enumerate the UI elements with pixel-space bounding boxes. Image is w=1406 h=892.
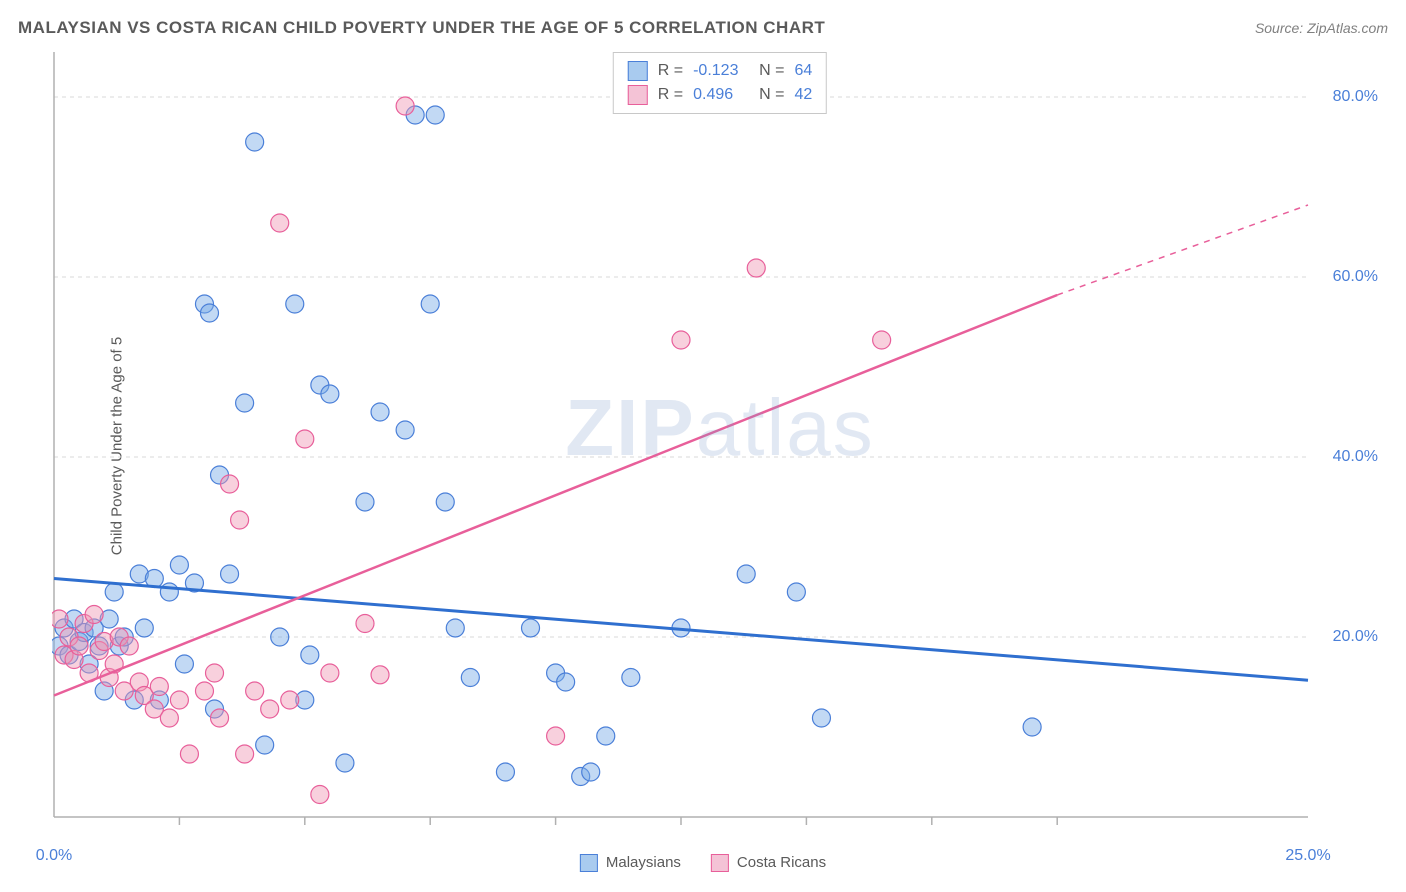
n-value-costa-ricans: 42 xyxy=(794,83,812,107)
series-legend: Malaysians Costa Ricans xyxy=(580,854,826,872)
y-tick-label: 20.0% xyxy=(1333,628,1378,646)
n-value-malaysians: 64 xyxy=(794,59,812,83)
chart-title: MALAYSIAN VS COSTA RICAN CHILD POVERTY U… xyxy=(18,18,825,38)
x-tick-label: 0.0% xyxy=(36,847,72,865)
n-label: N = xyxy=(759,59,784,83)
y-tick-label: 60.0% xyxy=(1333,268,1378,286)
r-label: R = xyxy=(658,83,683,107)
legend-item-costa-ricans: Costa Ricans xyxy=(711,854,826,872)
n-label: N = xyxy=(759,83,784,107)
stat-swatch-costa-ricans xyxy=(628,85,648,105)
legend-label-malaysians: Malaysians xyxy=(606,854,681,871)
header: MALAYSIAN VS COSTA RICAN CHILD POVERTY U… xyxy=(18,18,1388,38)
legend-swatch-costa-ricans xyxy=(711,854,729,872)
source-prefix: Source: xyxy=(1255,20,1307,36)
plot-area: ZIPatlas R = -0.123 N = 64 R = 0.496 N =… xyxy=(52,50,1388,837)
source-label: Source: ZipAtlas.com xyxy=(1255,20,1388,36)
legend-label-costa-ricans: Costa Ricans xyxy=(737,854,826,871)
stat-swatch-malaysians xyxy=(628,61,648,81)
source-name: ZipAtlas.com xyxy=(1307,20,1388,36)
scatter-chart xyxy=(52,50,1388,837)
y-tick-label: 80.0% xyxy=(1333,88,1378,106)
stat-row-malaysians: R = -0.123 N = 64 xyxy=(628,59,812,83)
legend-item-malaysians: Malaysians xyxy=(580,854,681,872)
r-value-malaysians: -0.123 xyxy=(693,59,749,83)
x-tick-label: 25.0% xyxy=(1285,847,1330,865)
r-label: R = xyxy=(658,59,683,83)
legend-swatch-malaysians xyxy=(580,854,598,872)
r-value-costa-ricans: 0.496 xyxy=(693,83,749,107)
y-tick-label: 40.0% xyxy=(1333,448,1378,466)
statistics-legend: R = -0.123 N = 64 R = 0.496 N = 42 xyxy=(613,52,827,114)
stat-row-costa-ricans: R = 0.496 N = 42 xyxy=(628,83,812,107)
